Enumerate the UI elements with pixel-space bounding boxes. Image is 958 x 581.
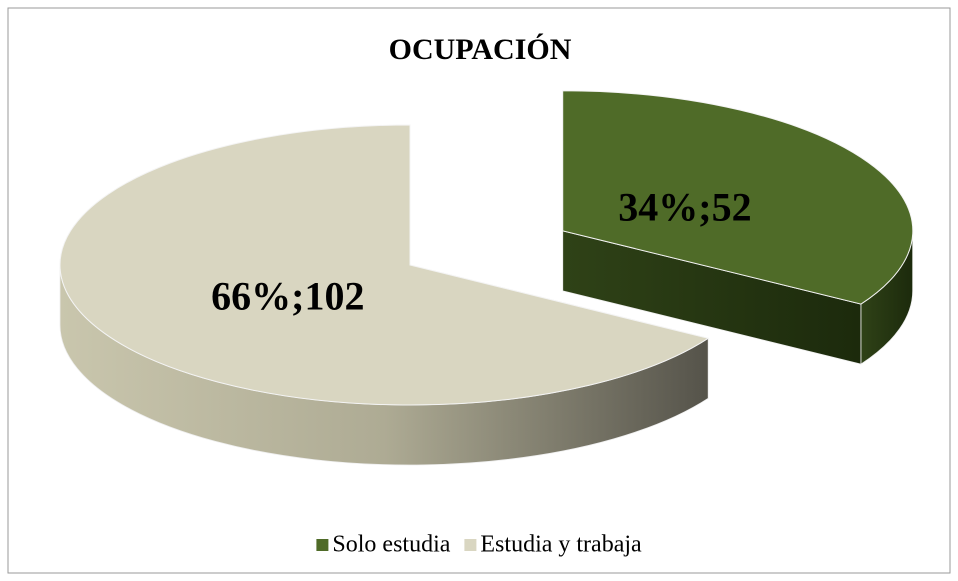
data-label: 66%;102: [211, 274, 364, 319]
legend-label: Estudia y trabaja: [480, 532, 642, 558]
chart-title: OCUPACIÓN: [389, 33, 572, 66]
legend-label: Solo estudia: [332, 532, 450, 558]
slice-top: [59, 124, 710, 406]
data-label: 34%;52: [618, 185, 751, 230]
pie: 34%;52 66%;102: [59, 90, 914, 466]
slice-top: [562, 90, 914, 305]
legend-item: Solo estudia: [316, 532, 451, 558]
legend-swatch: [316, 539, 329, 551]
legend: Solo estudia Estudia y trabaja: [316, 532, 642, 558]
legend-swatch: [464, 539, 477, 551]
legend-item: Estudia y trabaja: [464, 532, 642, 558]
